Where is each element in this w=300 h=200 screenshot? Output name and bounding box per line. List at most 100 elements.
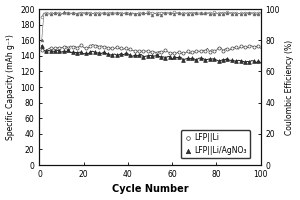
Point [128,12,133,15]
Point [79,11,84,14]
Point [136,12,141,15]
LFP||Li [83,47,88,50]
Point [194,11,199,14]
Point [163,12,168,15]
Point [167,12,172,15]
Point [238,12,243,15]
LFP||Li [150,50,154,54]
Point [83,12,88,15]
LFP||Li [256,44,261,47]
Point [88,11,93,14]
Point [251,13,256,16]
Point [225,10,230,14]
LFP||Li/AgNO₃ [44,50,49,53]
Point [185,12,190,15]
LFP||Li/AgNO₃ [101,51,106,54]
LFP||Li [190,51,194,54]
LFP||Li/AgNO₃ [225,57,230,60]
Point [88,13,93,16]
LFP||Li/AgNO₃ [198,56,203,60]
Point [230,12,234,15]
Point [92,13,97,16]
LFP||Li/AgNO₃ [207,57,212,61]
X-axis label: Cycle Number: Cycle Number [112,184,188,194]
Point [123,11,128,14]
Point [141,11,146,15]
Point [194,12,199,15]
LFP||Li/AgNO₃ [181,58,186,61]
Point [44,12,49,15]
Point [172,12,177,15]
LFP||Li/AgNO₃ [92,51,97,54]
Point [190,11,194,14]
Point [203,12,208,15]
LFP||Li [243,45,248,49]
Point [61,11,66,14]
Point [181,12,186,15]
Legend: LFP||Li, LFP||Li/AgNO₃: LFP||Li, LFP||Li/AgNO₃ [181,130,250,158]
LFP||Li/AgNO₃ [176,56,181,59]
LFP||Li [110,46,115,49]
Point [132,12,137,15]
LFP||Li/AgNO₃ [243,61,248,64]
Point [230,11,234,14]
LFP||Li [132,49,137,53]
Point [207,12,212,15]
LFP||Li/AgNO₃ [194,58,199,62]
LFP||Li [247,44,252,48]
Point [150,13,154,16]
Point [234,12,239,15]
LFP||Li/AgNO₃ [154,54,159,57]
Point [216,12,221,16]
Point [119,11,124,15]
LFP||Li/AgNO₃ [230,59,234,62]
LFP||Li [251,45,256,49]
Point [176,12,181,15]
Point [114,12,119,15]
Point [251,11,256,14]
Point [172,11,177,14]
Point [198,11,203,15]
Point [185,12,190,15]
LFP||Li [88,45,93,48]
Point [167,11,172,15]
LFP||Li [52,46,57,50]
LFP||Li [106,46,110,49]
Point [66,11,70,14]
LFP||Li [75,46,80,49]
LFP||Li [114,45,119,49]
Point [39,15,44,18]
Point [119,12,124,15]
LFP||Li/AgNO₃ [119,52,124,55]
LFP||Li/AgNO₃ [251,59,256,63]
LFP||Li [185,50,190,53]
LFP||Li [66,46,70,50]
Point [154,12,159,15]
Point [97,13,102,16]
Point [44,12,49,15]
LFP||Li/AgNO₃ [48,49,53,53]
LFP||Li/AgNO₃ [212,57,217,60]
LFP||Li/AgNO₃ [114,54,119,57]
LFP||Li/AgNO₃ [70,51,75,54]
LFP||Li/AgNO₃ [128,54,133,57]
Point [136,12,141,15]
LFP||Li [141,50,146,53]
Point [146,11,150,14]
Point [176,11,181,14]
LFP||Li/AgNO₃ [132,54,137,57]
Point [146,12,150,15]
LFP||Li/AgNO₃ [88,50,93,54]
Point [57,12,62,15]
LFP||Li/AgNO₃ [146,54,150,57]
LFP||Li [159,50,164,53]
Point [256,11,261,14]
Point [238,12,243,15]
LFP||Li/AgNO₃ [97,51,102,54]
Point [203,12,208,15]
Point [101,12,106,15]
Point [141,11,146,14]
Point [106,13,110,16]
LFP||Li/AgNO₃ [172,55,177,58]
LFP||Li/AgNO₃ [66,48,70,52]
